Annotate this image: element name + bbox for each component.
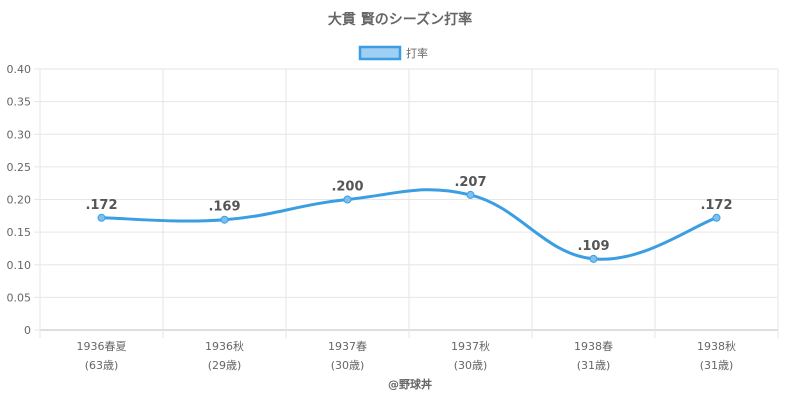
data-point [343,195,352,204]
data-label: .172 [700,198,732,213]
x-tick-label: 1936春夏 [77,340,127,353]
x-tick-sublabel: (31歳) [577,359,611,372]
data-label: .207 [454,175,486,190]
x-tick-sublabel: (30歳) [454,359,488,372]
y-tick-label: 0.30 [7,128,32,141]
data-label: .172 [85,198,117,213]
data-label: .109 [577,239,609,254]
y-tick-label: 0.40 [7,63,32,76]
data-point [589,254,598,263]
legend-label: 打率 [406,46,428,60]
y-tick-label: 0.20 [7,194,32,207]
x-tick-sublabel: (30歳) [331,359,365,372]
series-line [97,188,721,263]
x-tick-sublabel: (63歳) [85,359,119,372]
x-tick-label: 1936秋 [205,339,244,353]
y-tick-label: 0.15 [7,226,32,239]
legend-swatch [358,45,402,61]
data-label: .200 [331,180,363,195]
x-tick-label: 1937春 [328,340,367,353]
y-tick-label: 0.35 [7,96,32,109]
credit: @野球丼 [388,377,432,391]
x-tick-label: 1937秋 [451,339,490,353]
y-tick-label: 0 [24,324,31,337]
chart-title: 大貫 賢のシーズン打率 [328,11,472,28]
x-tick-sublabel: (29歳) [208,359,242,372]
axes: 0 0.05 0.10 0.15 0.20 0.25 0.30 0.35 0.40 1936春夏 (… [7,63,737,372]
series-line-path [101,188,717,261]
grid [39,68,779,338]
y-tick-label: 0.10 [7,259,32,272]
y-tick-label: 0.25 [7,161,32,174]
y-tick-label: 0.05 [7,291,32,304]
x-tick-label: 1938秋 [697,339,736,353]
data-labels: .172 .169 .200 .207 .109 .172 [85,175,732,254]
legend[interactable]: 打率 [358,45,428,61]
data-point [712,213,721,222]
data-point [466,190,475,199]
data-label: .169 [208,200,240,215]
data-point [97,213,106,222]
x-tick-sublabel: (31歳) [700,359,734,372]
x-tick-label: 1938春 [574,340,613,353]
data-point [220,215,229,224]
